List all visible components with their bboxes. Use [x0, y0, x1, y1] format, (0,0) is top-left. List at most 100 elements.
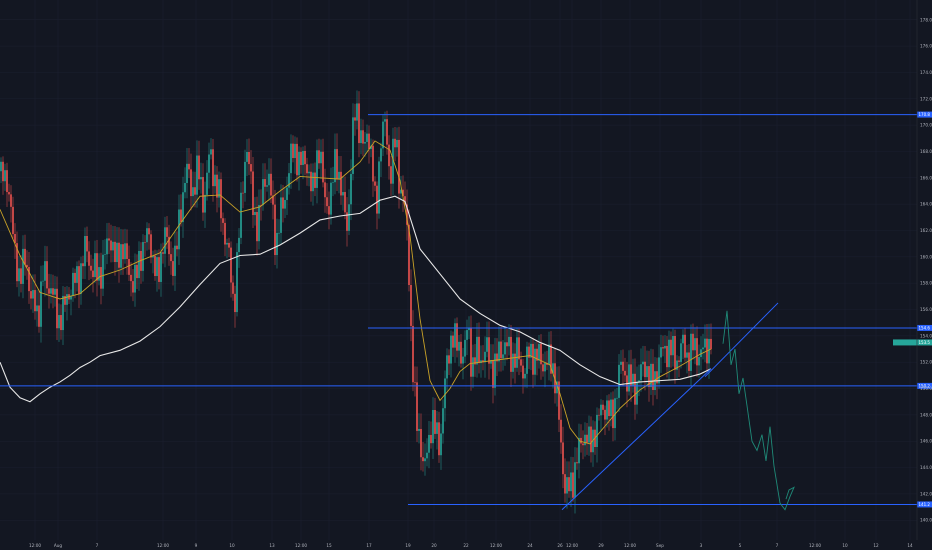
candle-body: [374, 181, 376, 186]
x-tick-label: Aug: [54, 543, 63, 548]
candle-body: [296, 143, 298, 176]
candle-body: [542, 364, 544, 372]
candle-body: [400, 189, 402, 194]
candle-body: [286, 187, 288, 200]
candle-body: [50, 288, 52, 294]
candle-body: [358, 103, 360, 144]
candle-body: [422, 457, 424, 462]
candle-body: [442, 408, 444, 434]
candle-body: [226, 242, 228, 245]
candle-body: [690, 333, 692, 371]
candle-body: [340, 171, 342, 196]
candle-body: [638, 380, 640, 383]
candle-body: [584, 434, 586, 446]
x-tick-label: Sep: [656, 543, 664, 548]
ema-fast-line: [0, 140, 712, 445]
level-tag: [917, 324, 932, 331]
candle-body: [452, 335, 454, 348]
y-tick-label: 148.0: [920, 412, 932, 417]
candle-body: [132, 281, 134, 293]
candle-body: [184, 182, 186, 193]
candle-body: [266, 185, 268, 187]
candle-body: [200, 177, 202, 180]
candle-body: [336, 149, 338, 180]
y-tick-label: 142.0: [920, 491, 932, 496]
candle-body: [518, 337, 520, 360]
candle-body: [696, 338, 698, 366]
candle-body: [106, 238, 108, 255]
y-tick-label: 178.0: [920, 17, 932, 22]
candle-body: [260, 205, 262, 206]
candle-body: [650, 363, 652, 388]
candle-body: [632, 373, 634, 387]
x-tick-label: 13: [269, 543, 275, 548]
candle-body: [322, 151, 324, 183]
candle-body: [576, 462, 578, 464]
candle-body: [40, 281, 42, 327]
candle-body: [482, 360, 484, 363]
candle-body: [264, 179, 266, 187]
candle-body: [544, 362, 546, 372]
candle-body: [708, 338, 710, 364]
candle-body: [472, 357, 474, 377]
candle-body: [360, 130, 362, 144]
y-tick-label: 146.0: [920, 439, 932, 444]
candle-body: [228, 242, 230, 248]
candle-body: [36, 305, 38, 312]
candle-body: [66, 294, 68, 305]
candle-body: [162, 252, 164, 254]
candle-body: [116, 242, 118, 263]
candle-body: [628, 364, 630, 392]
x-tick-label: 20: [431, 543, 437, 548]
candle-body: [126, 243, 128, 259]
candle-body: [636, 382, 638, 405]
y-tick-label: 144.0: [920, 465, 932, 470]
candle-body: [108, 238, 110, 241]
candle-body: [356, 103, 358, 121]
candle-body: [176, 245, 178, 250]
candle-body: [194, 187, 196, 195]
candle-body: [692, 333, 694, 351]
candle-body: [498, 341, 500, 362]
candle-body: [236, 252, 238, 313]
x-tick-label: 3: [700, 543, 703, 548]
candle-body: [318, 150, 320, 164]
candle-body: [520, 359, 522, 366]
trendlines: [561, 302, 779, 511]
candle-body: [94, 253, 96, 278]
candle-body: [670, 339, 672, 356]
candle-body: [86, 235, 88, 252]
x-tick-label: 5: [739, 543, 742, 548]
candle-body: [424, 458, 426, 462]
candle-body: [232, 282, 234, 294]
candle-body: [490, 360, 492, 364]
candle-body: [216, 174, 218, 198]
candle-body: [462, 356, 464, 364]
candle-body: [456, 323, 458, 351]
level-tag: [917, 382, 932, 389]
candle-body: [354, 117, 356, 121]
candle-body: [652, 363, 654, 390]
candle-body: [694, 338, 696, 351]
candle-body: [698, 357, 700, 366]
candle-body: [398, 139, 400, 194]
candle-body: [294, 143, 296, 159]
candle-body: [664, 345, 666, 349]
x-tick-label: 12: [873, 543, 879, 548]
candle-body: [46, 261, 48, 289]
candle-body: [524, 373, 526, 379]
x-tick-label: 19: [405, 543, 411, 548]
candle-body: [142, 242, 144, 271]
candle-body: [14, 233, 16, 244]
candle-body: [514, 353, 516, 368]
candle-body: [580, 437, 582, 444]
candle-body: [82, 263, 84, 267]
candle-body: [420, 428, 422, 458]
candle-body: [702, 347, 704, 350]
candle-body: [218, 179, 220, 198]
candle-body: [548, 344, 550, 365]
candle-body: [128, 258, 130, 275]
candle-body: [674, 336, 676, 370]
candle-body: [364, 141, 366, 144]
